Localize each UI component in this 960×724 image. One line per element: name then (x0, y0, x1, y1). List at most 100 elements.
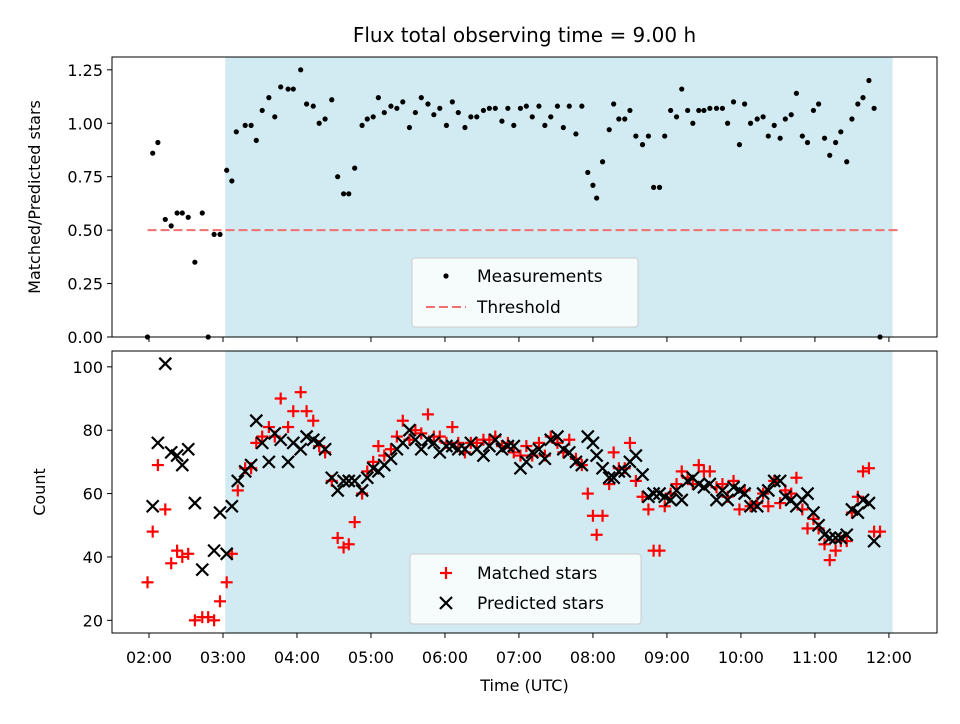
legend-predicted-marker (439, 596, 453, 610)
matched-star-point (342, 538, 355, 551)
measurement-point (462, 124, 468, 131)
measurement-point (696, 107, 702, 114)
measurement-point (579, 103, 585, 109)
top-panel: Flux total observing time = 9.00 h 0.000… (25, 23, 938, 347)
top-y-ticks: 0.00 0.25 0.50 0.75 1.00 1.25 (67, 61, 112, 347)
predicted-star-point (360, 470, 375, 485)
legend-measurements-marker (443, 273, 449, 279)
matched-star-point (159, 503, 172, 516)
measurement-point (211, 231, 217, 238)
measurement-point (529, 114, 535, 120)
measurement-point (590, 182, 596, 188)
measurement-point (844, 159, 850, 165)
matched-star-point (433, 430, 446, 443)
bottom-panel: 20 40 60 80 100 02:00 03:00 04:00 05:00 06:00 07:… (30, 350, 938, 695)
measurement-point (771, 122, 777, 128)
predicted-star-point (219, 547, 234, 561)
bottom-y-axis-label: Count (30, 468, 49, 516)
matched-star-point (307, 414, 320, 427)
measurement-point (266, 95, 272, 101)
matched-star-point (520, 440, 533, 453)
matched-star-point (686, 478, 699, 491)
matched-star-point (372, 440, 385, 453)
measurement-point (272, 114, 278, 120)
predicted-star-point (720, 493, 735, 507)
matched-star-point (151, 459, 164, 472)
predicted-star-point (575, 458, 589, 472)
legend-threshold-label: Threshold (476, 298, 561, 318)
measurement-point (566, 103, 572, 109)
measurement-point (340, 191, 347, 197)
measurement-point (639, 142, 646, 148)
measurement-point (229, 178, 235, 184)
matched-star-point (801, 522, 814, 535)
bottom-legend-box (409, 553, 642, 625)
top-chart-title: Flux total observing time = 9.00 h (353, 23, 696, 47)
predicted-star-point (532, 442, 546, 457)
measurement-point (594, 195, 600, 201)
predicted-star-point (709, 493, 724, 507)
measurement-point (673, 114, 680, 120)
matched-star-point (231, 484, 244, 497)
predicted-star-point (828, 531, 843, 545)
measurement-point (523, 103, 529, 109)
matched-star-point (603, 478, 616, 491)
measurement-point (162, 216, 168, 223)
predicted-star-point (501, 439, 515, 453)
predicted-star-point (207, 543, 221, 558)
top-y-tick-label: 0.50 (67, 221, 103, 240)
predicted-star-point (646, 486, 661, 501)
measurement-point (627, 107, 633, 114)
bottom-plot-frame (111, 350, 938, 634)
measurement-point (168, 223, 174, 229)
measurement-point (364, 116, 370, 122)
bottom-x-axis-label: Time (UTC) (479, 676, 568, 695)
matched-star-point (446, 421, 459, 434)
bottom-y-tick-label: 20 (83, 611, 103, 630)
predicted-star-point (663, 493, 678, 507)
measurement-point (662, 133, 668, 139)
measurement-point (418, 95, 424, 101)
predicted-star-point (822, 531, 837, 545)
predicted-star-point (347, 474, 362, 488)
measurement-point (838, 129, 844, 135)
matched-star-point (851, 490, 864, 503)
predicted-star-point (715, 483, 730, 498)
measurement-point (242, 122, 248, 128)
matched-star-point (262, 421, 275, 434)
predicted-star-point (476, 448, 491, 463)
top-y-axis-label: Matched/Predicted stars (25, 100, 44, 294)
measurement-point (335, 174, 341, 180)
predicted-star-point (674, 493, 689, 507)
bottom-x-tick-label: 11:00 (792, 648, 838, 667)
predicted-star-point (851, 505, 865, 520)
measurement-point (248, 122, 254, 128)
bottom-x-tick-label: 03:00 (200, 648, 246, 667)
measurement-point (290, 86, 296, 92)
measurement-point (505, 105, 511, 111)
matched-star-point (670, 478, 683, 491)
measurement-point (821, 135, 828, 141)
predicted-star-point (773, 474, 787, 488)
predicted-star-point (318, 442, 332, 457)
matched-star-point (653, 544, 666, 557)
top-plot-frame (111, 56, 938, 338)
measurement-point (548, 114, 554, 120)
measurement-point (388, 103, 394, 109)
measurement-point (871, 105, 877, 111)
measurement-point (179, 210, 185, 216)
predicted-star-point (806, 505, 821, 520)
matched-star-point (331, 531, 344, 544)
predicted-star-point (867, 534, 881, 548)
bottom-x-tick-label: 04:00 (274, 648, 320, 667)
measurement-point (431, 112, 437, 118)
measurement-point (492, 105, 498, 111)
predicted-star-point (355, 483, 369, 498)
measurement-point (381, 109, 387, 116)
predicted-star-point (703, 477, 717, 491)
measurement-points (144, 67, 883, 340)
measurement-point (394, 105, 400, 111)
measurement-point (352, 165, 358, 171)
measurement-point (622, 116, 628, 122)
measurement-point (310, 103, 316, 109)
